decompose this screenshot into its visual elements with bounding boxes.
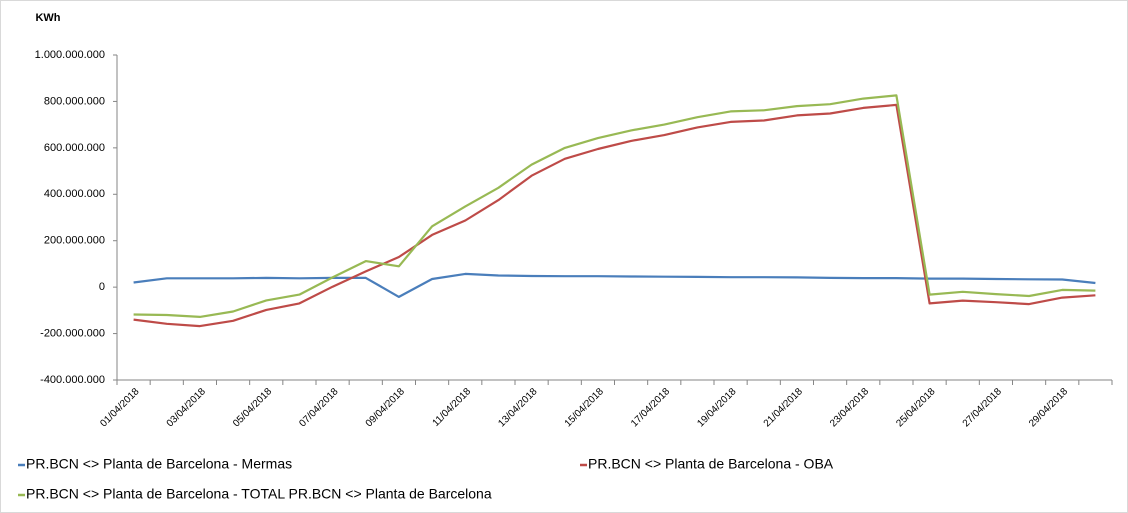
- y-tick-label: -200.000.000: [40, 327, 105, 339]
- legend-label: PR.BCN <> Planta de Barcelona - OBA: [588, 456, 834, 472]
- legend-label: PR.BCN <> Planta de Barcelona - TOTAL PR…: [26, 486, 492, 502]
- y-tick-label: 200.000.000: [44, 235, 105, 247]
- y-tick-label: 400.000.000: [44, 188, 105, 200]
- y-tick-label: 0: [99, 281, 105, 293]
- legend-label: PR.BCN <> Planta de Barcelona - Mermas: [26, 456, 292, 472]
- y-tick-label: 800.000.000: [44, 95, 105, 107]
- series-line: [133, 94, 1096, 318]
- series-line: [133, 103, 1096, 328]
- y-tick-label: 1.000.000.000: [35, 49, 105, 61]
- y-tick-label: 600.000.000: [44, 142, 105, 154]
- series-line: [133, 272, 1096, 298]
- y-tick-label: -400.000.000: [40, 374, 105, 386]
- y-axis-label: KWh: [35, 12, 60, 24]
